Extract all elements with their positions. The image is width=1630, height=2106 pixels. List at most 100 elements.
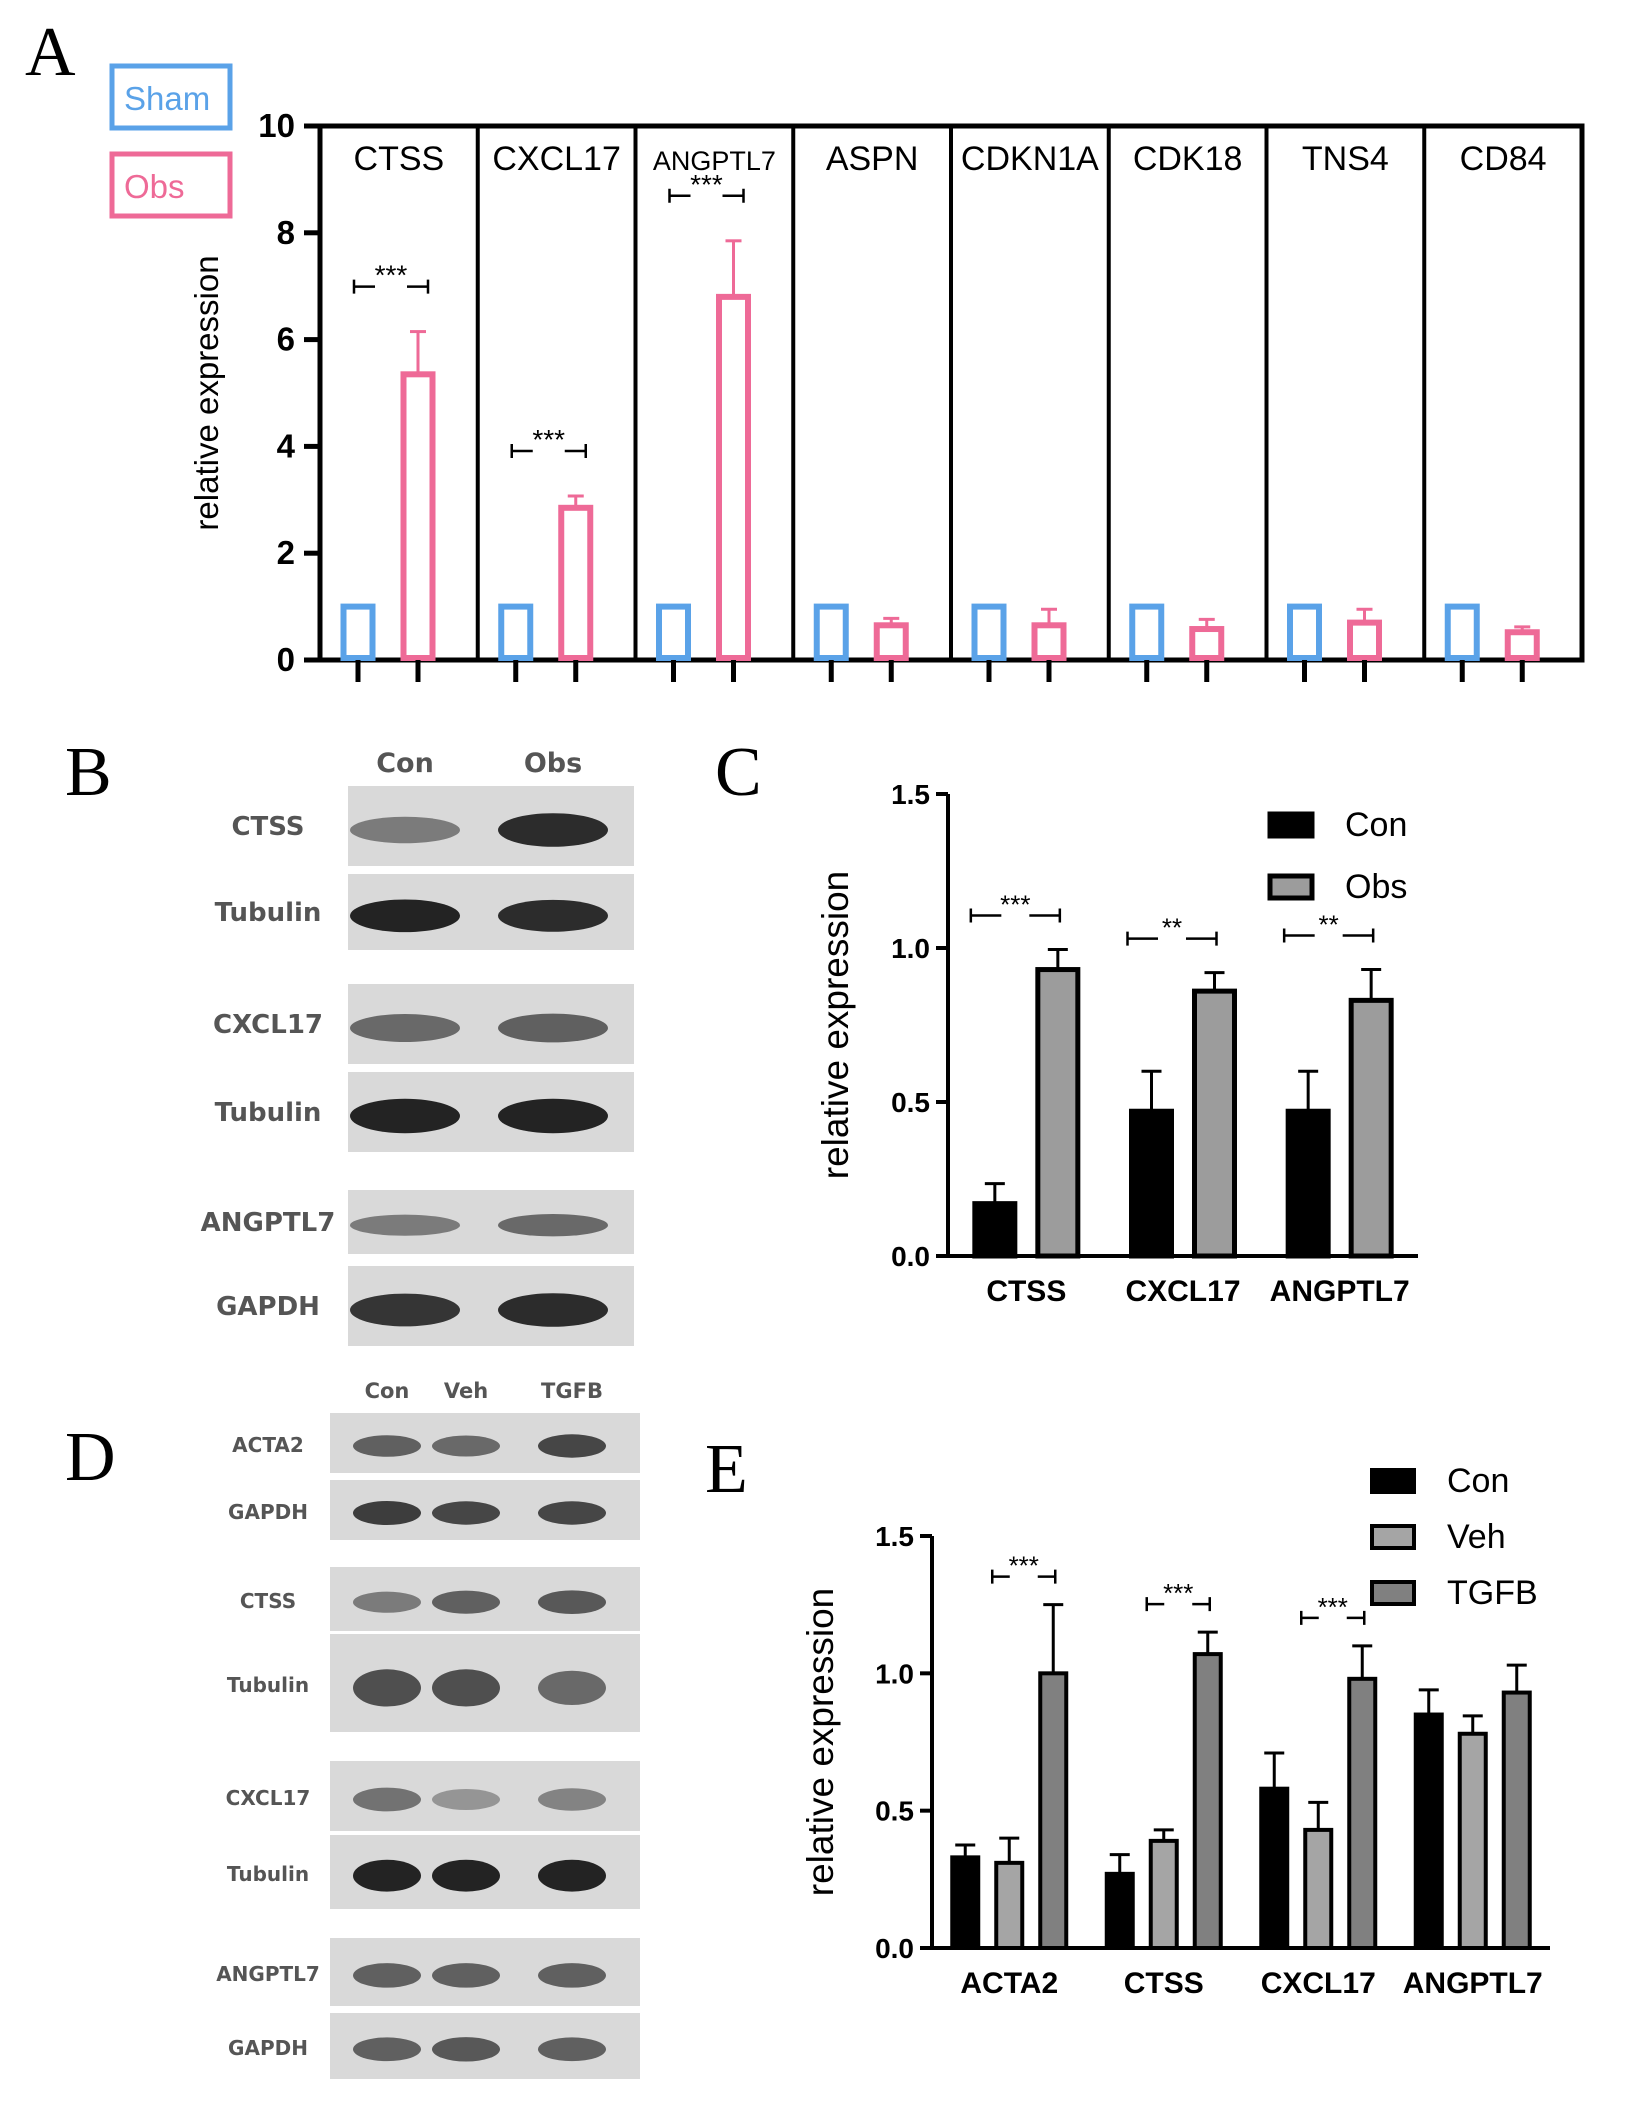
blot-band	[538, 1788, 606, 1811]
blot-band	[538, 1501, 606, 1525]
bar-obs	[1347, 619, 1382, 661]
blot-band	[432, 1789, 500, 1810]
bar-sham	[1287, 603, 1322, 661]
y-tick-label: 6	[277, 321, 295, 358]
blot-band	[498, 1013, 608, 1043]
blot-band	[538, 1859, 606, 1892]
y-tick-label: 8	[277, 214, 295, 251]
blot-band	[350, 1293, 460, 1327]
legend-label: Obs	[1345, 868, 1407, 906]
blot-column-label: Con	[365, 1379, 410, 1403]
blot-band	[432, 1669, 500, 1707]
bar-con	[972, 1201, 1018, 1259]
significance-label: ***	[532, 424, 565, 455]
bar-sham	[340, 603, 376, 661]
panel-letter-c: C	[715, 734, 762, 811]
category-label: ANGPTL7	[1270, 1275, 1410, 1308]
bar-veh	[1148, 1838, 1179, 1951]
bar-veh	[1457, 1731, 1488, 1951]
category-label: CTSS	[354, 140, 445, 178]
blot-band	[538, 1434, 606, 1458]
bar-sham	[1444, 603, 1480, 661]
blot-column-label: Veh	[444, 1379, 488, 1403]
panel-letter-e: E	[705, 1431, 748, 1508]
panel-letter-b: B	[65, 734, 112, 811]
significance-bracket	[1282, 928, 1375, 943]
significance-label: **	[1162, 913, 1182, 943]
category-label: ANGPTL7	[653, 146, 776, 176]
bar-obs	[1035, 967, 1081, 1259]
category-label: TNS4	[1302, 140, 1389, 178]
legend-box-sham	[109, 63, 233, 131]
y-tick-label: 0.5	[875, 1796, 914, 1827]
bar-sham	[813, 603, 849, 661]
category-label: CTSS	[1124, 1967, 1204, 2000]
blot-row-label: GAPDH	[228, 2036, 308, 2060]
blot-band	[350, 1214, 460, 1236]
bar-con	[1285, 1108, 1331, 1259]
blot-row-label: GAPDH	[216, 1292, 320, 1322]
significance-bracket	[1300, 1610, 1366, 1625]
legend-label: Obs	[124, 168, 185, 205]
blot-row-label: CTSS	[231, 812, 304, 842]
y-tick-label: 0.0	[875, 1933, 914, 1964]
y-tick-label: 1.5	[875, 1521, 914, 1552]
legend-swatch	[1267, 811, 1315, 839]
significance-bracket	[1145, 1597, 1211, 1612]
legend-box-obs	[109, 151, 233, 219]
legend-label: Con	[1447, 1462, 1509, 1500]
blot-band	[498, 1098, 608, 1134]
category-label: CXCL17	[1125, 1275, 1240, 1308]
blot-band	[538, 1590, 606, 1615]
category-label: CDKN1A	[961, 140, 1099, 178]
bar-obs	[1504, 629, 1540, 661]
blot-band	[350, 816, 460, 844]
bar-veh	[994, 1860, 1025, 1951]
blot-column-label: Con	[376, 748, 434, 779]
panel-letter-d: D	[65, 1419, 116, 1496]
bar-sham	[498, 603, 534, 661]
blot-band	[353, 2037, 421, 2062]
y-tick-label: 1.0	[891, 933, 930, 964]
category-label: ASPN	[826, 140, 919, 178]
blot-band	[538, 1963, 606, 1988]
chart-panel-a: 0 2 4 6 8 10 relative expression CTSS CXCL17 ANGP…	[109, 63, 1585, 682]
bar-veh	[1303, 1827, 1334, 1950]
blot-band	[432, 1859, 500, 1892]
bar-sham	[1129, 603, 1165, 661]
blot-column-label: TGFB	[541, 1379, 603, 1403]
significance-label: ***	[690, 169, 723, 200]
significance-label: ***	[1318, 1592, 1348, 1622]
y-tick-label: 0	[277, 641, 295, 678]
y-tick-label: 4	[277, 427, 296, 464]
y-tick-label: 0.5	[891, 1087, 930, 1118]
bar-sham	[971, 603, 1007, 661]
bar-obs	[1348, 997, 1394, 1259]
category-label: ANGPTL7	[1403, 1967, 1543, 2000]
blot-band	[353, 1501, 421, 1525]
blot-band	[498, 1293, 608, 1327]
bar-tgfb	[1038, 1671, 1069, 1951]
legend-label: Veh	[1447, 1518, 1506, 1556]
y-tick-label: 1.5	[891, 779, 930, 810]
category-label: CD84	[1460, 140, 1547, 178]
bar-tgfb	[1347, 1676, 1378, 1950]
legend-swatch	[1267, 873, 1315, 901]
bar-sham	[656, 603, 691, 661]
blot-band	[498, 1214, 608, 1237]
significance-bracket	[991, 1569, 1057, 1584]
bar-obs	[1031, 622, 1067, 661]
western-blot-panel-b: CTSS Tubulin CXCL17 Tubulin ANGPTL7 GAPDH Con O…	[201, 748, 634, 1346]
bar-obs	[1192, 988, 1237, 1259]
significance-bracket	[1126, 931, 1218, 946]
blot-row-label: CXCL17	[213, 1010, 323, 1040]
legend-label: Con	[1345, 806, 1407, 844]
blot-row-label: Tubulin	[215, 898, 322, 928]
blot-row-label: CXCL17	[226, 1786, 311, 1810]
bar-tgfb	[1192, 1652, 1223, 1951]
bar-obs	[716, 293, 751, 661]
legend-label: TGFB	[1447, 1574, 1538, 1612]
significance-label: ***	[1009, 1551, 1039, 1581]
blot-row-label: Tubulin	[215, 1098, 322, 1128]
blot-band	[350, 1014, 460, 1042]
